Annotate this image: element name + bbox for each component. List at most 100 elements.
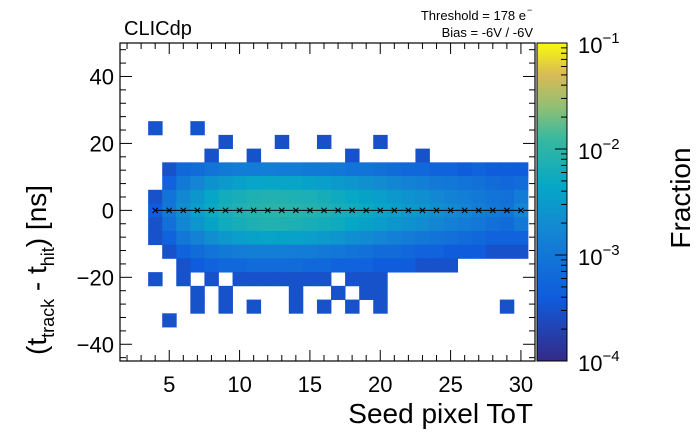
heatmap-cell xyxy=(485,162,501,177)
heatmap-cell xyxy=(302,258,318,273)
heatmap-cell xyxy=(288,230,304,246)
heatmap-cell xyxy=(415,148,430,163)
heatmap-cell xyxy=(218,299,233,314)
heatmap-cell xyxy=(513,162,529,177)
heatmap-cell xyxy=(331,189,346,204)
profile-marker xyxy=(222,207,229,214)
profile-marker xyxy=(503,207,510,214)
heatmap-cell xyxy=(373,285,388,300)
y-axis-label: (ttrack - thit) [ns] xyxy=(21,185,58,355)
heatmap-cell xyxy=(485,176,501,191)
heatmap-cell xyxy=(331,285,346,300)
heatmap-cell xyxy=(443,230,459,246)
heatmap-cell xyxy=(457,230,473,246)
heatmap-cell xyxy=(232,244,248,259)
heatmap-cell xyxy=(457,162,473,177)
heatmap-cell xyxy=(373,176,388,191)
x-tick-label: 25 xyxy=(438,372,462,397)
heatmap-cell xyxy=(499,189,515,204)
heatmap-cell xyxy=(499,176,515,191)
heatmap-cell xyxy=(162,176,177,191)
heatmap-cell xyxy=(288,176,304,191)
heatmap-cell xyxy=(190,189,205,204)
colorbar xyxy=(536,42,568,362)
heatmap-cell xyxy=(331,162,346,177)
heatmap-cell xyxy=(429,244,444,259)
profile-marker xyxy=(335,207,342,214)
heatmap-cell xyxy=(471,189,487,204)
colorbar-label: Fraction xyxy=(665,147,696,248)
heatmap-cell xyxy=(443,162,459,177)
y-label-close: ) [ns] xyxy=(21,185,52,247)
heatmap-cell xyxy=(148,189,163,204)
heatmap-cell xyxy=(485,244,501,259)
heatmap-cell xyxy=(401,258,416,273)
profile-marker xyxy=(250,207,257,214)
heatmap-cell xyxy=(260,189,276,204)
heatmap-cell xyxy=(176,189,191,204)
heatmap-cell xyxy=(401,162,416,177)
heatmap-cell xyxy=(401,244,416,259)
profile-marker xyxy=(194,207,201,214)
heatmap-cell xyxy=(359,258,374,273)
heatmap-cell xyxy=(415,189,430,204)
heatmap-cell xyxy=(316,134,332,150)
heatmap-cell xyxy=(218,285,233,300)
x-tick-label: 15 xyxy=(298,372,322,397)
heatmap-cell xyxy=(204,272,219,287)
heatmap-cell xyxy=(162,230,177,246)
profile-marker xyxy=(517,207,524,214)
heatmap-cell xyxy=(359,217,374,232)
heatmap-cell xyxy=(513,189,529,204)
heatmap-cell xyxy=(190,217,205,232)
heatmap-cell xyxy=(148,230,163,246)
heatmap-cell xyxy=(288,162,304,177)
heatmap-cell xyxy=(316,189,332,204)
heatmap-cell xyxy=(204,258,219,273)
heatmap-cell xyxy=(373,162,388,177)
heatmap-cell xyxy=(288,217,304,232)
heatmap-cell xyxy=(387,217,402,232)
heatmap-cell xyxy=(302,230,318,246)
heatmap-cell xyxy=(345,272,360,287)
heatmap-cell xyxy=(316,272,332,287)
heatmap-cell xyxy=(387,162,402,177)
profile-marker xyxy=(321,207,327,214)
heatmap-cell xyxy=(373,134,388,150)
profile-marker xyxy=(475,207,482,214)
heatmap-cell xyxy=(260,244,276,259)
heatmap-cell xyxy=(457,244,473,259)
heatmap-cell xyxy=(513,217,529,232)
heatmap-cell xyxy=(176,244,191,259)
bias-annotation: Bias = -6V / -6V xyxy=(442,25,534,40)
heatmap-cell xyxy=(246,148,262,163)
heatmap-cell xyxy=(345,148,360,163)
heatmap-cell xyxy=(274,244,290,259)
heatmap-cell xyxy=(401,230,416,246)
heatmap-cell xyxy=(429,258,444,273)
y-label-sub-track: track xyxy=(38,298,58,338)
heatmap-cell xyxy=(260,217,276,232)
profile-marker xyxy=(419,207,426,214)
heatmap-cell xyxy=(274,272,290,287)
heatmap-cell xyxy=(359,162,374,177)
heatmap-cell xyxy=(302,176,318,191)
heatmap-cell xyxy=(260,162,276,177)
heatmap-cell xyxy=(190,258,205,273)
profile-marker xyxy=(433,207,440,214)
profile-marker xyxy=(292,207,299,214)
y-tick-label: 0 xyxy=(102,198,114,223)
heatmap-cell xyxy=(274,176,290,191)
heatmap-cell xyxy=(331,258,346,273)
heatmap-cell xyxy=(176,217,191,232)
heatmap-cell xyxy=(443,258,459,273)
z-tick-label: 10−1 xyxy=(578,30,620,58)
heatmap-cell xyxy=(429,176,444,191)
heatmap-cell xyxy=(302,189,318,204)
x-tick-label: 30 xyxy=(509,372,533,397)
heatmap-cell xyxy=(218,258,233,273)
heatmap-cell xyxy=(345,176,360,191)
heatmap-cell xyxy=(260,176,276,191)
profile-marker xyxy=(405,207,412,214)
heatmap-cell xyxy=(485,189,501,204)
